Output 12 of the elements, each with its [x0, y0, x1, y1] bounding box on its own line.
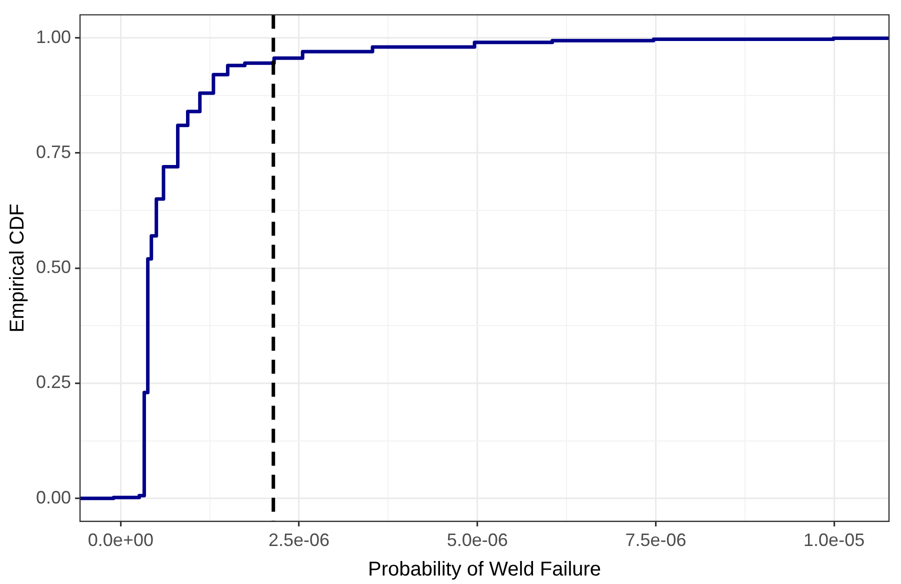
- y-tick-label: 0.25: [36, 372, 72, 392]
- x-tick-label: 0.0e+00: [88, 530, 154, 550]
- x-tick-label: 2.5e-06: [268, 530, 330, 550]
- y-axis-title: Empirical CDF: [6, 204, 29, 333]
- y-tick-label: 1.00: [36, 26, 72, 47]
- y-tick-label: 0.50: [36, 257, 72, 278]
- y-tick-label: 0.00: [36, 487, 72, 508]
- x-tick-label: 5.0e-06: [446, 530, 508, 550]
- x-tick-label: 7.5e-06: [625, 530, 686, 550]
- x-tick-label: 1.0e-05: [804, 530, 865, 550]
- x-axis-title: Probability of Weld Failure: [368, 558, 602, 581]
- y-tick-label: 0.75: [36, 142, 72, 162]
